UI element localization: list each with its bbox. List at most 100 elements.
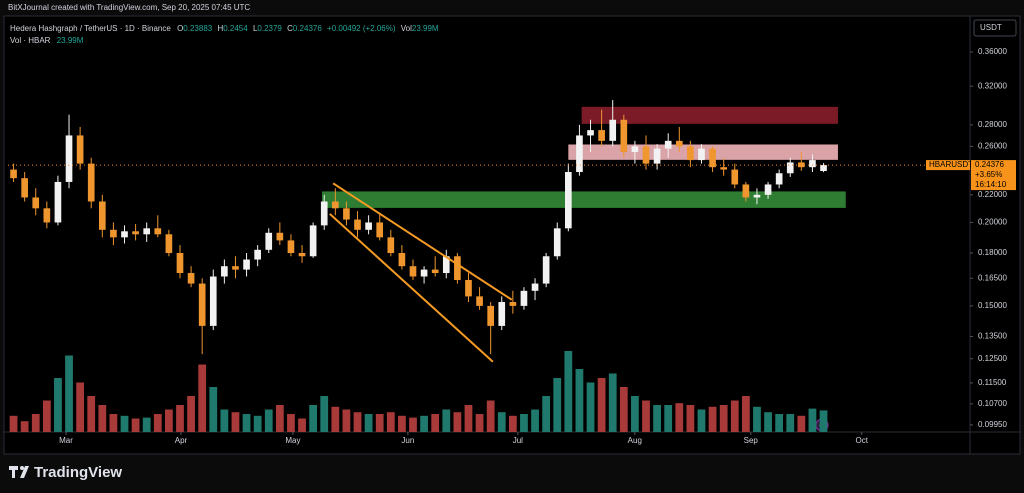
volume-bar <box>420 415 428 432</box>
candle-body <box>232 266 239 270</box>
volume-bar <box>9 415 18 432</box>
volume-bar <box>730 400 739 432</box>
volume-bar <box>619 387 628 432</box>
candle-body <box>753 194 761 198</box>
volume-bar <box>242 414 251 432</box>
candle-body <box>576 135 583 173</box>
candle-body <box>65 135 73 182</box>
ohlc-value: 0.2379 <box>257 24 282 33</box>
volume-legend: Vol · HBAR 23.99M <box>10 36 84 45</box>
volume-bar <box>442 409 451 432</box>
volume-bar <box>253 415 262 432</box>
candle-body <box>298 253 306 257</box>
volume-bar <box>386 412 395 432</box>
candle-body <box>243 259 250 270</box>
ohlc-letter: H <box>217 24 223 33</box>
candle-body <box>43 208 51 223</box>
volume-bar <box>664 405 673 432</box>
candle-body <box>509 302 517 306</box>
candle-body <box>387 237 395 254</box>
candle-body <box>420 269 428 277</box>
volume-bar <box>342 409 351 432</box>
candle-body <box>798 162 805 168</box>
y-tick-label: 0.22000 <box>978 190 1007 199</box>
zone <box>581 106 838 124</box>
y-tick-label: 0.12500 <box>978 354 1007 363</box>
volume-bar <box>508 415 517 432</box>
currency-box <box>973 19 1017 37</box>
candle-body <box>820 165 827 172</box>
candle-body <box>343 208 350 220</box>
candle-body <box>642 146 650 164</box>
candle-body <box>10 169 17 179</box>
volume-bar <box>786 414 795 432</box>
candle-body <box>265 232 273 250</box>
volume-bar <box>808 408 817 432</box>
candle-body <box>198 283 206 326</box>
volume-bar <box>209 387 218 432</box>
candle-body <box>354 219 361 230</box>
legend-line: Hedera Hashgraph / TetherUS · 1D · Binan… <box>10 24 439 33</box>
volume-bar <box>531 409 539 432</box>
volume-bar <box>231 412 240 432</box>
volume-bar <box>198 364 207 432</box>
volume-bar <box>275 405 284 432</box>
candle-body <box>587 130 594 136</box>
symbol-label: HBARUSDT <box>929 160 973 169</box>
volume-bar <box>109 414 118 432</box>
volume-bar <box>553 378 562 432</box>
volume-bar <box>453 412 462 432</box>
volume-bar <box>220 409 229 432</box>
logo-dot <box>20 466 24 470</box>
candle-body <box>276 232 284 241</box>
volume-title: Vol · HBAR <box>10 36 51 45</box>
candle-body <box>154 228 162 235</box>
volume-bar <box>87 396 96 432</box>
chart-frame <box>3 15 1021 455</box>
volume-bar <box>165 409 173 432</box>
candle-body <box>542 256 550 284</box>
candle-body <box>631 146 639 153</box>
y-tick-label: 0.26000 <box>978 141 1007 150</box>
volume-bar <box>608 373 617 432</box>
volume-bar <box>364 414 373 432</box>
candle-body <box>709 148 716 168</box>
candle-body <box>32 197 40 209</box>
y-tick-label: 0.11500 <box>978 378 1007 387</box>
volume-bar <box>187 396 195 432</box>
candle-body <box>764 184 772 195</box>
y-tick-label: 0.16500 <box>978 273 1007 282</box>
volume-bar <box>65 355 73 432</box>
candle-body <box>786 162 794 174</box>
currency: USDT <box>980 23 1002 32</box>
zone <box>322 191 846 208</box>
candle-body <box>221 266 228 277</box>
candle-body <box>121 231 128 238</box>
volume-bar <box>398 415 406 432</box>
y-tick-label: 0.15000 <box>978 301 1007 310</box>
volume-bar <box>520 414 528 432</box>
candle-body <box>687 146 694 161</box>
candle-body <box>531 283 539 291</box>
change: +0.00492 (+2.06%) <box>327 24 396 33</box>
volume-bar <box>741 396 750 432</box>
y-tick-label: 0.09950 <box>978 420 1007 429</box>
volume-bar <box>631 396 639 432</box>
candle-body <box>254 249 261 260</box>
candle-body <box>209 276 217 326</box>
volume-bar <box>176 405 184 432</box>
volume-bar <box>98 405 107 432</box>
volume-bar <box>497 412 506 432</box>
volume-bar <box>775 414 784 432</box>
candle-body <box>598 130 605 141</box>
candle-body <box>653 148 661 164</box>
candle-body <box>409 266 417 277</box>
candle-body <box>731 169 739 185</box>
volume-bar <box>298 418 306 432</box>
volume-bar <box>431 414 440 432</box>
candle-body <box>720 167 728 170</box>
volume-bar <box>287 414 295 432</box>
volume-bar <box>409 417 417 432</box>
volume-bar <box>120 415 129 432</box>
volume-bar <box>131 418 140 432</box>
